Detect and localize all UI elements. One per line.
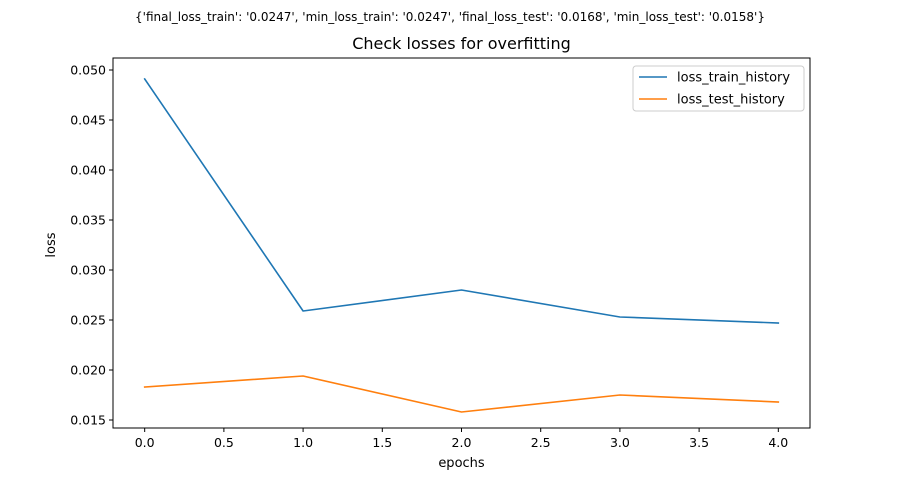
- x-tick-label: 2.0: [452, 435, 472, 450]
- y-tick-label: 0.020: [70, 363, 106, 378]
- legend-label-1: loss_test_history: [677, 93, 785, 108]
- plot-area: 0.0 0.5 1.0 1.5 2.0 2.5 3.0 3.5 4.0 0.015 0.020 0.0…: [70, 57, 811, 450]
- chart-title: Check losses for overfitting: [352, 34, 571, 53]
- y-tick-label: 0.045: [70, 113, 106, 128]
- x-axis-label: epochs: [438, 456, 485, 471]
- y-tick-label: 0.050: [70, 63, 106, 78]
- series-line-1: [143, 375, 780, 413]
- y-tick-label: 0.015: [70, 413, 106, 428]
- x-tick-label: 2.5: [531, 435, 551, 450]
- x-tick-label: 0.5: [214, 435, 234, 450]
- legend-label-0: loss_train_history: [677, 71, 790, 86]
- x-tick-label: 1.5: [372, 435, 392, 450]
- y-tick-label: 0.035: [70, 213, 106, 228]
- y-axis-label: loss: [44, 232, 59, 257]
- legend: loss_train_history loss_test_history: [632, 65, 805, 112]
- chart-suptitle: {'final_loss_train': '0.0247', 'min_loss…: [135, 10, 765, 24]
- x-tick-label: 0.0: [135, 435, 155, 450]
- legend-box: [632, 65, 805, 112]
- x-tick-label: 3.0: [610, 435, 630, 450]
- x-tick-label: 1.0: [293, 435, 313, 450]
- axes-frame: [112, 57, 811, 429]
- y-tick-label: 0.025: [70, 313, 106, 328]
- series-line-0: [143, 77, 780, 324]
- x-tick-label: 4.0: [768, 435, 788, 450]
- y-tick-label: 0.030: [70, 263, 106, 278]
- x-tick-label: 3.5: [689, 435, 709, 450]
- y-tick-label: 0.040: [70, 163, 106, 178]
